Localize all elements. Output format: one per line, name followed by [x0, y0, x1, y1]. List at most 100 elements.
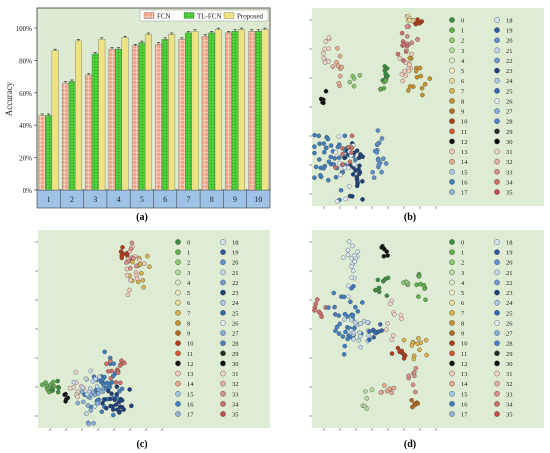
legend-marker [494, 128, 500, 135]
scatter-point [364, 396, 370, 401]
legend-label: 2 [187, 260, 190, 267]
scatter-point [106, 388, 111, 394]
scatter-point [325, 177, 331, 183]
scatter-point [399, 71, 405, 77]
legend-label: 28 [232, 341, 239, 348]
scatter-point [352, 325, 357, 331]
scatter-point [99, 409, 105, 414]
scatter-point [312, 175, 317, 180]
scatter-point [422, 81, 428, 87]
legend-marker [494, 340, 500, 346]
scatter-point [404, 34, 410, 39]
scatter-point [139, 270, 144, 276]
scatter-point [343, 329, 348, 335]
scatter-point [73, 369, 79, 375]
scatter-point [395, 51, 401, 57]
legend-marker [220, 360, 226, 367]
scatter-point [84, 391, 90, 397]
scatter-point [407, 17, 412, 23]
scatter-point [108, 396, 113, 402]
legend-label: 5 [461, 290, 464, 297]
legend-marker [449, 330, 455, 336]
scatter-point [332, 304, 337, 310]
legend-label: 29 [506, 129, 513, 136]
legend-label: 12 [187, 361, 194, 368]
legend-marker [175, 279, 181, 286]
scatter-point [86, 421, 91, 427]
scatter-point [354, 176, 360, 182]
scatter-point [350, 268, 356, 274]
scatter-point [367, 329, 372, 334]
scatter-point [43, 380, 48, 385]
legend-marker [175, 320, 181, 326]
legend-marker [494, 158, 500, 165]
legend-label: 7 [187, 310, 191, 317]
legend-marker [494, 249, 500, 255]
legend-label: 17 [461, 412, 468, 419]
legend-marker [220, 370, 226, 377]
legend-label: 15 [461, 169, 468, 176]
scatter-point [145, 253, 150, 259]
scatter-point [337, 73, 343, 79]
scatter-point [383, 161, 389, 166]
scatter-point [357, 73, 363, 78]
scatter-point [351, 253, 357, 258]
legend-label: 25 [506, 310, 513, 317]
legend-label: 13 [187, 371, 194, 378]
scatter-point [118, 396, 124, 402]
scatter-point [349, 150, 354, 155]
scatter-point [335, 46, 340, 51]
scatter-point [384, 66, 390, 71]
scatter-point [114, 384, 120, 390]
legend-label: 27 [506, 109, 513, 116]
legend-marker [175, 360, 181, 367]
scatter-point [321, 100, 326, 106]
scatter-point [345, 252, 351, 258]
legend-label: 22 [232, 280, 239, 287]
scatter-point [71, 379, 77, 385]
scatter-point [337, 53, 343, 59]
scatter-point [67, 385, 73, 391]
scatter-point [348, 299, 353, 305]
legend-marker [449, 269, 455, 276]
legend-marker [449, 370, 455, 377]
legend-label: 35 [506, 190, 513, 197]
scatter-point [385, 321, 390, 326]
scatter-point [379, 169, 384, 175]
scatter-point [411, 370, 417, 375]
scatter-point [378, 86, 383, 92]
plot-area [312, 8, 544, 206]
scatter-point [349, 264, 354, 269]
legend-label: 4 [461, 280, 465, 287]
legend-marker [449, 380, 455, 387]
scatter-point [345, 283, 351, 289]
legend-label: 3 [461, 48, 464, 55]
scatter-point [400, 78, 406, 84]
scatter-point [105, 369, 111, 374]
scatter-point [140, 278, 146, 283]
legend-marker [449, 47, 455, 54]
scatter-point [40, 382, 45, 388]
scatter-point [369, 387, 375, 393]
legend-label: 9 [187, 331, 190, 338]
legend-label: 16 [461, 401, 468, 408]
scatter-point [317, 157, 322, 162]
scatter-point [354, 183, 360, 189]
scatter-point [358, 321, 363, 326]
scatter-point [399, 30, 405, 36]
scatter-point [340, 334, 346, 339]
scatter-point [401, 42, 407, 48]
legend-marker [449, 118, 455, 124]
scatter-point [341, 294, 347, 300]
legend-marker [494, 360, 500, 367]
scatter-point [128, 246, 134, 252]
legend-marker [175, 330, 181, 336]
scatter-point [342, 155, 348, 160]
legend-label: 33 [506, 169, 513, 176]
scatter-point [323, 88, 329, 94]
scatter-point [379, 245, 384, 250]
scatter-point [356, 338, 362, 343]
scatter-point [121, 407, 126, 412]
scatter-point [338, 187, 344, 193]
